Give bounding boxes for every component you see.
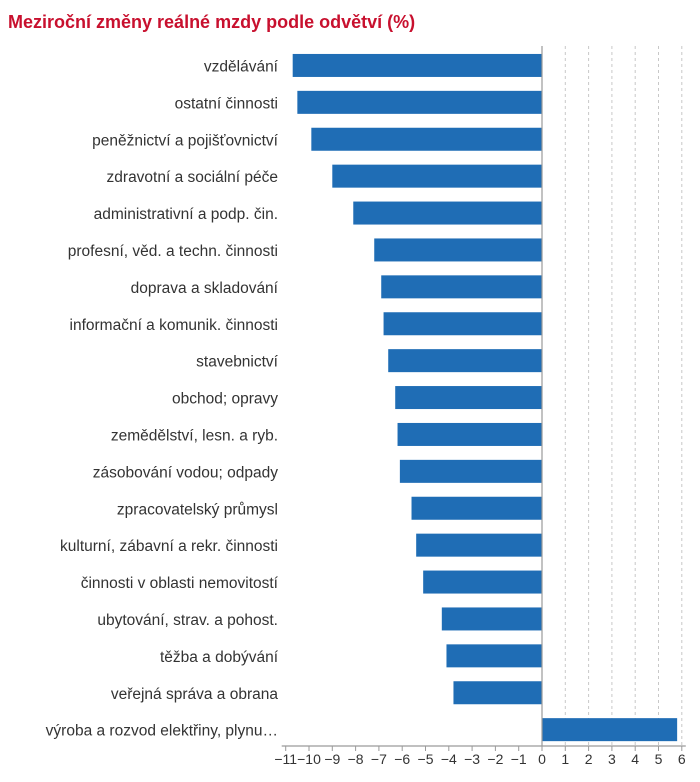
x-tick-label: −6 (394, 751, 410, 767)
bar (374, 238, 542, 262)
category-label: stavebnictví (196, 354, 279, 371)
category-labels: vzdělávání ostatní činnosti peněžnictví a … (46, 58, 279, 739)
bar (453, 681, 542, 705)
category-label: informační a komunik. činnosti (70, 317, 278, 334)
x-tick-label: −1 (511, 751, 527, 767)
x-tick-label: −3 (464, 751, 480, 767)
category-label: zpracovatelský průmysl (117, 501, 278, 518)
bar (353, 201, 542, 225)
category-label: zemědělství, lesn. a ryb. (111, 427, 278, 444)
category-label: ubytování, strav. a pohost. (97, 612, 278, 629)
chart-title: Meziroční změny reálné mzdy podle odvětv… (8, 12, 416, 32)
x-tick-label: 2 (585, 751, 593, 767)
x-tick-label: 4 (631, 751, 639, 767)
category-label: administrativní a podp. čin. (94, 206, 278, 223)
x-tick-label: 5 (655, 751, 663, 767)
x-tick-label: −8 (348, 751, 364, 767)
x-tick-label: 6 (678, 751, 686, 767)
x-tick-label: −9 (324, 751, 340, 767)
axes (281, 46, 686, 751)
category-label: ostatní činnosti (175, 95, 278, 112)
x-tick-label: −7 (371, 751, 387, 767)
x-tick-label: −11 (274, 751, 297, 767)
bar (441, 607, 542, 631)
bar (383, 312, 542, 336)
x-tick-label: 0 (538, 751, 546, 767)
category-label: doprava a skladování (131, 280, 279, 297)
x-tick-label: −5 (418, 751, 434, 767)
bar (542, 718, 678, 742)
bar (332, 164, 542, 188)
bar (416, 533, 542, 557)
category-label: veřejná správa a obrana (111, 686, 279, 703)
x-tick-label: 1 (561, 751, 569, 767)
bar (397, 422, 542, 446)
bar (423, 570, 542, 594)
category-label: činnosti v oblasti nemovitostí (81, 575, 279, 592)
x-tick-labels: −11 −10 −9 −8 −7 −6 −5 −4 −3 −2 −1 0 1 2 3 4 5 6 (274, 751, 686, 767)
x-tick-label: −2 (487, 751, 503, 767)
category-label: těžba a dobývání (160, 649, 279, 666)
x-tick-label: 3 (608, 751, 616, 767)
grid-lines (564, 46, 683, 746)
bar (381, 275, 542, 299)
category-label: zásobování vodou; odpady (93, 464, 279, 481)
bars (292, 53, 678, 742)
x-tick-label: −10 (297, 751, 321, 767)
category-label: kulturní, zábavní a rekr. činnosti (60, 538, 278, 555)
category-label: výroba a rozvod elektřiny, plynu… (46, 723, 278, 740)
bar (395, 386, 542, 410)
category-label: zdravotní a sociální péče (107, 169, 278, 186)
x-tick-label: −4 (441, 751, 457, 767)
bar (446, 644, 542, 668)
category-label: peněžnictví a pojišťovnictví (92, 132, 279, 149)
bar (399, 459, 542, 483)
category-label: profesní, věd. a techn. činnosti (68, 243, 278, 260)
bar (311, 127, 542, 151)
bar (411, 496, 542, 520)
bar (292, 53, 542, 77)
bar (388, 349, 542, 373)
category-label: vzdělávání (204, 58, 279, 75)
bar (297, 90, 542, 114)
category-label: obchod; opravy (172, 391, 278, 408)
